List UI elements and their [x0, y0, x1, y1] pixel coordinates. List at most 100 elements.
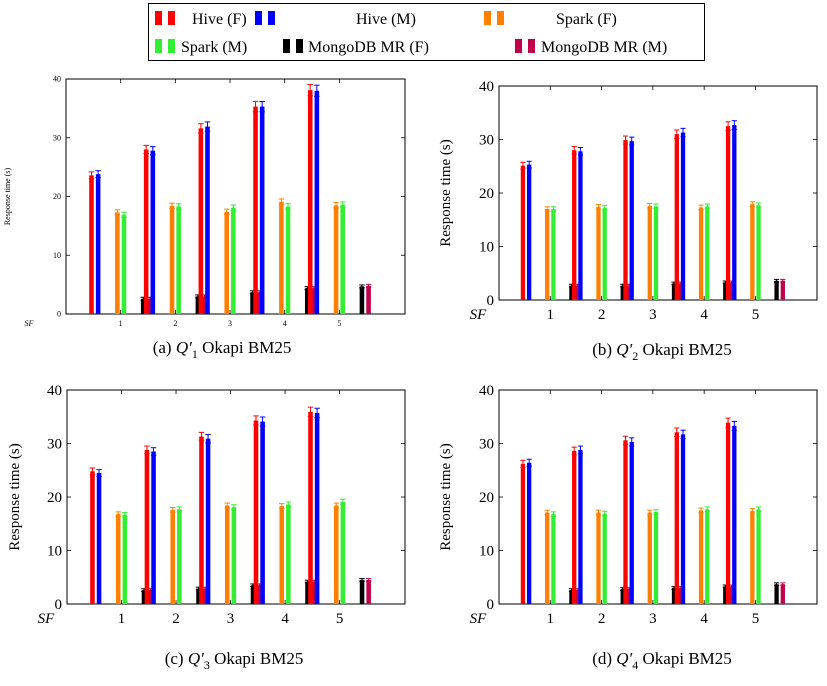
x-tick-label: 5	[336, 611, 344, 627]
x-axis-label: SF	[25, 319, 34, 328]
panel-caption: (c) Q′3 Okapi BM25	[165, 649, 304, 672]
bar-spark-f-sf1	[115, 212, 120, 314]
bar-mongodb-mr-f-sf5	[359, 286, 365, 314]
error-bar	[88, 171, 95, 180]
bar-mongodb-mr-f-sf2	[195, 296, 201, 314]
error-bar	[365, 283, 372, 288]
bar-spark-m-sf1	[121, 214, 127, 314]
bar-spark-f-sf1	[545, 209, 550, 300]
y-tick-label: 10	[53, 251, 61, 260]
error-bar	[259, 416, 266, 427]
bar-hive-m-sf1	[96, 472, 102, 604]
y-tick-label: 10	[479, 239, 494, 255]
bar-mongodb-mr-f-sf5	[359, 579, 365, 604]
bar-hive-m-sf4	[260, 421, 265, 604]
bar-hive-m-sf2	[151, 451, 156, 604]
error-bar	[169, 202, 175, 210]
bar-mongodb-mr-m-sf5	[366, 579, 371, 604]
bar-spark-f-sf3	[224, 505, 230, 604]
error-bar	[279, 503, 285, 510]
x-tick-label: 2	[598, 611, 606, 627]
bar-spark-f-sf2	[170, 509, 176, 604]
bar-hive-m-sf1	[527, 462, 532, 604]
error-bar	[143, 144, 149, 155]
error-bar	[674, 129, 680, 139]
bar-hive-m-sf1	[527, 164, 532, 300]
bar-hive-f-sf4	[674, 432, 679, 604]
bar-hive-m-sf3	[629, 441, 634, 604]
bar-spark-m-sf5	[756, 205, 761, 300]
error-bar	[674, 427, 680, 438]
bar-hive-m-sf2	[578, 151, 583, 300]
error-bar	[698, 507, 704, 514]
error-bar	[629, 136, 635, 146]
legend-label-1: Hive (F)	[192, 11, 247, 28]
legend-swatch-bar	[515, 39, 522, 53]
error-bar	[223, 208, 230, 215]
bar-mongodb-mr-f-sf3	[250, 292, 255, 314]
bar-spark-f-sf2	[596, 206, 601, 300]
bar-hive-f-sf2	[572, 450, 577, 604]
x-tick-label: 3	[649, 307, 657, 323]
bar-hive-m-sf3	[205, 126, 210, 315]
y-tick-label: 40	[47, 383, 62, 399]
bar-hive-f-sf1	[520, 463, 526, 604]
y-tick-label: 10	[479, 543, 494, 559]
error-bar	[95, 170, 101, 179]
bar-hive-f-sf5	[308, 411, 313, 604]
x-axis-label: SF	[470, 611, 488, 627]
bar-mongodb-mr-m-sf4	[311, 581, 317, 604]
error-bar	[755, 506, 762, 513]
error-bar	[176, 506, 183, 513]
x-tick-label: 4	[281, 611, 289, 627]
legend-label-5: MongoDB MR (F)	[308, 39, 429, 56]
y-tick-label: 0	[487, 597, 495, 613]
y-tick-label: 30	[53, 133, 61, 142]
error-bar	[774, 278, 780, 283]
legend-swatch-4	[155, 39, 175, 53]
bar-hive-f-sf1	[90, 471, 95, 604]
bar-mongodb-mr-f-sf1	[141, 590, 147, 604]
error-bar	[780, 278, 786, 283]
legend-label-3: Spark (F)	[556, 11, 617, 28]
y-tick-label: 0	[55, 597, 63, 613]
bar-spark-m-sf2	[177, 509, 182, 604]
error-bar	[725, 121, 731, 131]
chart-panel-c: 0 10 20 30 40 Response time (s) 1 2 3 4 5 SF (c) Q′3…	[7, 383, 406, 672]
bar-spark-m-sf2	[176, 206, 181, 314]
legend-swatch-bar	[155, 39, 162, 53]
legend-swatch-2	[255, 11, 275, 25]
y-tick-label: 20	[479, 490, 494, 506]
bar-hive-m-sf3	[629, 141, 634, 300]
bar-spark-f-sf4	[279, 201, 284, 314]
bar-mongodb-mr-m-sf2	[626, 285, 632, 300]
y-tick-label: 40	[479, 383, 494, 399]
error-bar	[359, 284, 365, 289]
error-bar	[314, 84, 320, 97]
y-tick-label: 30	[47, 436, 62, 452]
error-bar	[550, 511, 556, 517]
x-tick-label: 5	[337, 319, 341, 328]
error-bar	[252, 100, 259, 113]
error-bar	[680, 127, 686, 138]
error-bar	[285, 501, 292, 508]
bar-spark-f-sf3	[647, 205, 652, 300]
legend-box	[148, 3, 705, 61]
bar-spark-f-sf4	[698, 207, 704, 300]
bar-mongodb-mr-m-sf3	[678, 587, 683, 604]
bar-mongodb-mr-m-sf4	[311, 288, 317, 314]
error-bar	[144, 445, 150, 455]
error-bar	[198, 123, 204, 134]
bar-hive-m-sf5	[314, 90, 320, 314]
error-bar	[731, 120, 737, 130]
bar-hive-m-sf4	[680, 132, 686, 300]
bar-spark-m-sf3	[653, 206, 659, 300]
bar-spark-m-sf1	[551, 209, 556, 300]
bar-mongodb-mr-f-sf4	[723, 586, 728, 604]
bar-spark-m-sf3	[653, 511, 659, 604]
error-bar	[680, 429, 686, 440]
error-bar	[595, 204, 602, 210]
error-bar	[622, 435, 629, 445]
chart-panel-b: 0 10 20 30 40 Response time (s) 1 2 3 4 5 SF (b) Q′2…	[438, 79, 818, 363]
